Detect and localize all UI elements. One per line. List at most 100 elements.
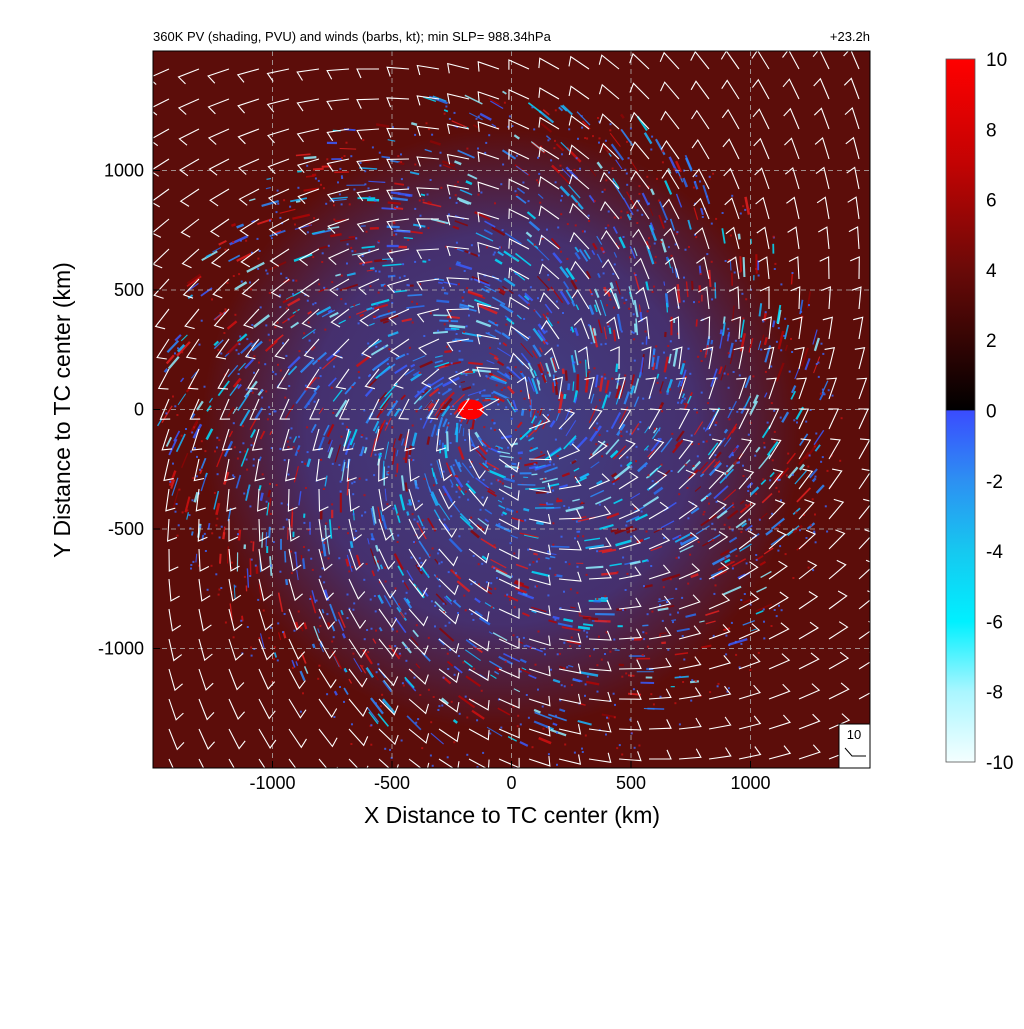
pv-speckle <box>396 630 398 632</box>
pv-speckle <box>648 237 650 239</box>
pv-speckle <box>498 401 500 403</box>
pv-speckle <box>466 287 468 289</box>
pv-speckle <box>540 451 542 453</box>
x-tick-label: 1000 <box>730 773 770 793</box>
pv-speckle <box>658 438 660 440</box>
pv-speckle <box>599 399 601 401</box>
pv-speckle <box>366 629 368 631</box>
pv-speckle <box>591 293 593 295</box>
pv-speckle <box>808 304 810 306</box>
pv-speckle <box>360 162 362 164</box>
pv-speckle <box>790 338 792 340</box>
pv-speckle <box>434 625 436 627</box>
pv-speckle <box>414 677 416 679</box>
pv-speckle <box>774 441 776 443</box>
pv-speckle <box>266 501 268 503</box>
pv-speckle <box>689 373 691 375</box>
pv-speckle <box>608 211 610 213</box>
pv-speckle <box>453 741 455 743</box>
pv-speckle <box>456 242 458 244</box>
pv-speckle <box>537 157 539 159</box>
pv-speckle <box>645 632 647 634</box>
pv-streak <box>340 149 357 150</box>
pv-speckle <box>624 302 626 304</box>
pv-speckle <box>605 140 607 142</box>
pv-speckle <box>331 281 333 283</box>
pv-speckle <box>822 389 824 391</box>
pv-speckle <box>626 173 628 175</box>
pv-speckle <box>638 745 640 747</box>
pv-speckle <box>286 519 288 521</box>
pv-speckle <box>332 412 334 414</box>
pv-speckle <box>205 550 207 552</box>
pv-speckle <box>414 208 416 210</box>
chart-title: 360K PV (shading, PVU) and winds (barbs,… <box>153 29 552 44</box>
pv-speckle <box>646 531 648 533</box>
pv-speckle <box>378 240 380 242</box>
pv-speckle <box>563 591 565 593</box>
pv-speckle <box>824 393 826 395</box>
pv-speckle <box>236 349 238 351</box>
pv-speckle <box>282 342 284 344</box>
pv-speckle <box>754 455 756 457</box>
pv-streak <box>449 326 465 328</box>
pv-speckle <box>554 140 556 142</box>
pv-speckle <box>563 505 565 507</box>
colorbar-fill <box>946 59 975 762</box>
pv-speckle <box>637 428 639 430</box>
pv-speckle <box>745 298 747 300</box>
pv-speckle <box>405 613 407 615</box>
pv-speckle <box>501 389 503 391</box>
pv-speckle <box>494 544 496 546</box>
pv-streak <box>644 709 655 710</box>
pv-speckle <box>351 566 353 568</box>
pv-streak <box>608 292 610 297</box>
pv-speckle <box>368 250 370 252</box>
pv-negative-region <box>202 130 802 730</box>
pv-speckle <box>620 431 622 433</box>
pv-streak <box>532 474 538 475</box>
pv-speckle <box>269 220 271 222</box>
pv-speckle <box>185 428 187 430</box>
pv-speckle <box>631 732 633 734</box>
pv-speckle <box>250 288 252 290</box>
pv-speckle <box>384 285 386 287</box>
pv-speckle <box>274 326 276 328</box>
pv-speckle <box>388 472 390 474</box>
pv-speckle <box>604 377 606 379</box>
pv-speckle <box>427 227 429 229</box>
pv-speckle <box>407 284 409 286</box>
pv-speckle <box>685 464 687 466</box>
pv-speckle <box>560 165 562 167</box>
pv-speckle <box>700 578 702 580</box>
pv-speckle <box>181 435 183 437</box>
pv-streak <box>297 171 302 172</box>
pv-speckle <box>841 417 843 419</box>
pv-speckle <box>534 463 536 465</box>
pv-speckle <box>740 599 742 601</box>
pv-speckle <box>620 210 622 212</box>
pv-speckle <box>372 146 374 148</box>
pv-speckle <box>784 318 786 320</box>
pv-speckle <box>193 426 195 428</box>
pv-speckle <box>375 270 377 272</box>
pv-streak <box>303 558 304 569</box>
pv-speckle <box>211 532 213 534</box>
pv-speckle <box>177 347 179 349</box>
pv-speckle <box>176 414 178 416</box>
pv-speckle <box>598 386 600 388</box>
pv-speckle <box>265 270 267 272</box>
pv-speckle <box>215 524 217 526</box>
pv-speckle <box>450 515 452 517</box>
pv-streak <box>328 622 330 626</box>
pv-speckle <box>277 659 279 661</box>
pv-speckle <box>227 282 229 284</box>
pv-speckle <box>556 764 558 766</box>
pv-streak <box>444 351 451 352</box>
pv-speckle <box>317 678 319 680</box>
pv-speckle <box>486 450 488 452</box>
pv-speckle <box>504 387 506 389</box>
pv-speckle <box>431 134 433 136</box>
pv-speckle <box>669 614 671 616</box>
